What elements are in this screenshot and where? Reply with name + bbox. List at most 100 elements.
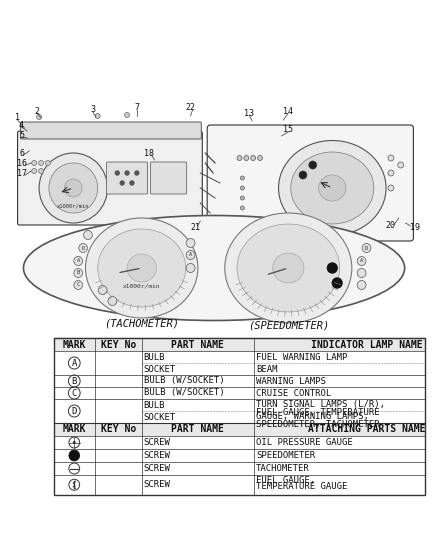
Text: TURN SIGNAL LAMPS (L/R),: TURN SIGNAL LAMPS (L/R), (256, 400, 385, 409)
Text: C: C (71, 389, 77, 398)
Circle shape (73, 441, 76, 444)
Circle shape (186, 238, 195, 247)
Ellipse shape (273, 253, 304, 283)
Text: 19: 19 (410, 223, 420, 232)
Circle shape (309, 161, 317, 169)
Text: WARNING LAMPS: WARNING LAMPS (256, 376, 326, 385)
Circle shape (68, 375, 80, 387)
Circle shape (299, 171, 307, 179)
Circle shape (332, 278, 342, 288)
Text: MARK: MARK (63, 424, 86, 434)
Text: PART NAME: PART NAME (171, 340, 224, 350)
Ellipse shape (291, 152, 374, 224)
Text: B: B (71, 376, 77, 385)
Circle shape (240, 176, 244, 180)
Circle shape (124, 112, 130, 117)
Circle shape (32, 168, 37, 174)
Circle shape (240, 196, 244, 200)
Circle shape (328, 263, 337, 273)
Ellipse shape (225, 213, 352, 323)
Text: B: B (77, 271, 80, 276)
Text: 21: 21 (191, 223, 201, 232)
Circle shape (108, 296, 117, 305)
Ellipse shape (98, 229, 186, 307)
Ellipse shape (279, 141, 386, 236)
Circle shape (237, 156, 242, 160)
Circle shape (74, 256, 83, 265)
Circle shape (68, 405, 80, 417)
Circle shape (39, 160, 43, 166)
Text: 4: 4 (19, 120, 24, 130)
Circle shape (388, 185, 394, 191)
Circle shape (74, 280, 83, 289)
Text: 3: 3 (90, 106, 95, 115)
Circle shape (357, 269, 366, 278)
Text: BULB (W/SOCKET): BULB (W/SOCKET) (144, 389, 224, 398)
Text: 5: 5 (19, 131, 24, 140)
Text: ATTACHING PARTS NAME: ATTACHING PARTS NAME (308, 424, 425, 434)
Circle shape (125, 171, 129, 175)
Text: BULB: BULB (144, 400, 165, 409)
Circle shape (68, 387, 80, 399)
Text: 20: 20 (386, 222, 396, 230)
Text: KEY No: KEY No (101, 424, 136, 434)
Text: 18: 18 (144, 149, 154, 157)
Text: 14: 14 (283, 107, 293, 116)
Text: A: A (77, 259, 80, 263)
Text: 13: 13 (244, 109, 254, 117)
Circle shape (240, 206, 244, 210)
Circle shape (69, 479, 80, 490)
Circle shape (39, 168, 43, 174)
Text: FUEL WARNING LAMP: FUEL WARNING LAMP (256, 352, 347, 361)
Circle shape (186, 251, 195, 260)
Circle shape (186, 263, 195, 272)
Text: SOCKET: SOCKET (144, 365, 176, 374)
Text: A: A (71, 359, 77, 367)
Bar (54, 338, 425, 495)
Text: BULB (W/SOCKET): BULB (W/SOCKET) (144, 376, 224, 385)
FancyBboxPatch shape (207, 125, 413, 241)
FancyBboxPatch shape (21, 122, 201, 139)
Circle shape (69, 437, 80, 448)
Text: BULB: BULB (144, 352, 165, 361)
Text: 2: 2 (35, 107, 39, 116)
Text: KEY No: KEY No (101, 340, 136, 350)
Text: (TACHOMETER): (TACHOMETER) (104, 318, 179, 328)
Circle shape (120, 181, 124, 185)
Circle shape (244, 156, 249, 160)
FancyBboxPatch shape (151, 162, 187, 194)
Text: TACHOMETER: TACHOMETER (256, 464, 310, 473)
Circle shape (95, 114, 100, 118)
Text: D: D (365, 246, 368, 251)
Ellipse shape (85, 218, 198, 318)
Circle shape (357, 256, 366, 265)
Text: SPEEDOMETER, TACHOMETER: SPEEDOMETER, TACHOMETER (256, 419, 380, 429)
Circle shape (69, 450, 80, 461)
Text: x1000r/min: x1000r/min (123, 284, 160, 288)
Text: 15: 15 (283, 125, 293, 134)
Ellipse shape (318, 175, 346, 201)
Text: OIL PRESSURE GAUGE: OIL PRESSURE GAUGE (256, 438, 353, 447)
Text: INDICATOR LAMP NAME: INDICATOR LAMP NAME (311, 340, 422, 350)
Text: GAUGE, WARNING LAMPS,: GAUGE, WARNING LAMPS, (256, 413, 369, 422)
Circle shape (46, 160, 50, 166)
Text: SCREW: SCREW (144, 464, 170, 473)
FancyBboxPatch shape (18, 131, 202, 225)
Circle shape (357, 280, 366, 289)
Text: TEMPERATURE GAUGE: TEMPERATURE GAUGE (256, 482, 347, 491)
Ellipse shape (39, 153, 107, 223)
Circle shape (135, 171, 139, 175)
Text: 1: 1 (15, 114, 20, 123)
Text: 6: 6 (19, 149, 24, 157)
Text: SPEEDOMETER: SPEEDOMETER (256, 451, 315, 460)
Circle shape (398, 162, 404, 168)
Text: 16: 16 (17, 158, 27, 167)
Text: 7: 7 (134, 103, 139, 112)
Circle shape (240, 186, 244, 190)
Text: PART NAME: PART NAME (171, 424, 224, 434)
Circle shape (37, 115, 42, 119)
Circle shape (84, 230, 92, 239)
Bar (54, 423, 425, 436)
Text: 22: 22 (186, 103, 196, 112)
Text: C: C (77, 282, 80, 287)
